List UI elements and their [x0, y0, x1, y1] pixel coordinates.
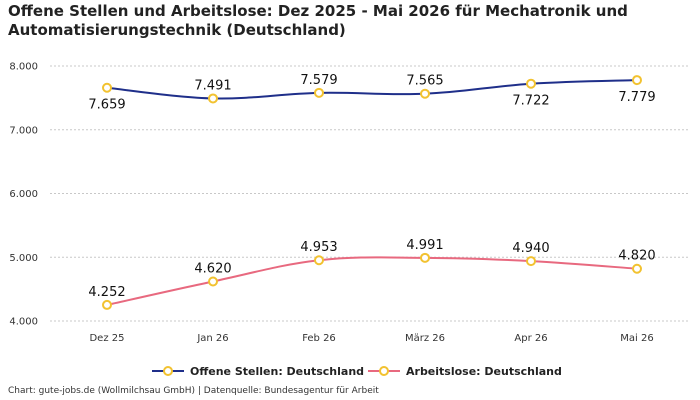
legend-entry[interactable]: Arbeitslose: Deutschland [406, 365, 562, 378]
data-label: 4.991 [406, 238, 443, 253]
source-note: Chart: gute-jobs.de (Wollmilchsau GmbH) … [8, 386, 379, 396]
x-tick-label: März 26 [405, 333, 445, 344]
data-label: 7.779 [618, 90, 655, 105]
grid-lines [50, 65, 688, 322]
data-label: 4.820 [618, 249, 655, 264]
y-tick-label: 4.000 [9, 317, 38, 328]
data-point[interactable] [208, 93, 218, 104]
x-tick-label: Feb 26 [302, 333, 336, 344]
data-label: 4.940 [512, 241, 549, 256]
series-line-2 [106, 256, 638, 306]
legend-marker [379, 366, 389, 376]
legend-marker [163, 366, 173, 376]
data-point[interactable] [632, 75, 642, 86]
data-point[interactable] [526, 256, 536, 267]
x-tick-label: Dez 25 [89, 333, 124, 344]
data-label: 4.620 [194, 261, 231, 276]
data-point[interactable] [314, 87, 324, 98]
data-label: 7.565 [406, 74, 443, 89]
data-point[interactable] [102, 299, 112, 310]
series-line-1 [106, 79, 638, 100]
x-axis-tick-labels: Dez 25 Jan 26 Feb 26 März 26 Apr 26 Mai 26 [89, 333, 653, 344]
data-label: 7.659 [88, 98, 125, 113]
data-label: 7.491 [194, 78, 231, 93]
series-lines [106, 79, 638, 306]
data-label: 7.579 [300, 73, 337, 88]
data-point[interactable] [208, 276, 218, 287]
y-tick-label: 7.000 [9, 125, 38, 136]
data-label: 7.722 [512, 94, 549, 109]
x-tick-label: Jan 26 [196, 333, 228, 344]
series-markers [102, 75, 642, 310]
data-point[interactable] [102, 82, 112, 93]
y-tick-label: 5.000 [9, 253, 38, 264]
data-point[interactable] [420, 252, 430, 263]
data-point[interactable] [314, 255, 324, 266]
x-tick-label: Mai 26 [620, 333, 653, 344]
y-tick-label: 6.000 [9, 189, 38, 200]
data-label: 4.252 [88, 285, 125, 300]
data-label: 4.953 [300, 240, 337, 255]
data-labels: 7.659 7.491 7.579 7.565 7.722 7.779 4.252 4.620… [88, 73, 655, 300]
data-point[interactable] [420, 88, 430, 99]
y-axis-tick-labels: 4.000 5.000 6.000 7.000 8.000 [9, 62, 38, 328]
x-tick-label: Apr 26 [514, 333, 547, 344]
chart-title: Offene Stellen und Arbeitslose: Dez 2025… [8, 2, 628, 39]
data-point[interactable] [632, 263, 642, 274]
y-tick-label: 8.000 [9, 62, 38, 73]
legend-entry[interactable]: Offene Stellen: Deutschland [190, 365, 364, 378]
legend[interactable]: Offene Stellen: Deutschland Arbeitslose: … [152, 365, 562, 378]
data-point[interactable] [526, 78, 536, 89]
